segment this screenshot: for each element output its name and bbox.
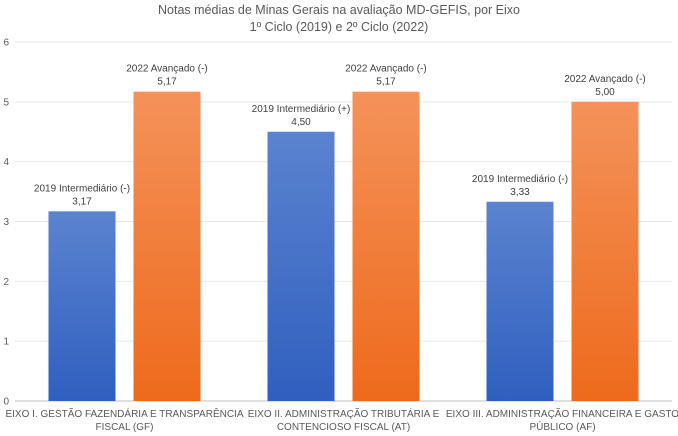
y-tick-label: 4 [3, 157, 9, 168]
y-tick-label: 3 [3, 217, 9, 228]
bar-series2-cat1 [133, 91, 201, 401]
x-category-label: CONTENCIOSO FISCAL (AT) [277, 422, 410, 433]
bar-series1-cat2 [267, 131, 335, 401]
bar-value-label: 5,17 [157, 77, 177, 88]
bar-level-label: 2022 Avançado (-) [126, 64, 208, 75]
x-category-label: EIXO II. ADMINISTRAÇÃO TRIBUTÁRIA E [248, 407, 440, 420]
bar-series2-cat2 [352, 91, 420, 401]
bar-level-label: 2019 Intermediário (-) [472, 174, 568, 185]
y-tick-label: 6 [3, 38, 9, 49]
bar-level-label: 2022 Avançado (-) [564, 74, 646, 85]
grid-lines [15, 41, 672, 402]
bar-value-label: 3,33 [510, 187, 530, 198]
chart-title-line-1: Notas médias de Minas Gerais na avaliaçã… [158, 3, 520, 17]
bar-level-label: 2019 Intermediário (+) [252, 104, 351, 115]
y-axis-ticks: 0 1 2 3 4 5 6 [3, 38, 9, 408]
x-category-label: FISCAL (GF) [96, 422, 154, 433]
x-axis-categories: EIXO I. GESTÃO FAZENDÁRIA E TRANSPARÊNCI… [5, 407, 678, 433]
chart-title-line-2: 1º Ciclo (2019) e 2º Ciclo (2022) [250, 20, 429, 34]
bar-series1-cat3 [486, 201, 554, 401]
bar-series1-cat1 [48, 211, 116, 401]
bar-level-label: 2019 Intermediário (-) [34, 183, 130, 194]
chart-title: Notas médias de Minas Gerais na avaliaçã… [158, 3, 520, 34]
bar-value-label: 3,17 [72, 196, 92, 207]
y-tick-label: 5 [3, 97, 9, 108]
y-tick-label: 1 [3, 337, 9, 348]
y-tick-label: 0 [3, 397, 9, 408]
bars [48, 91, 639, 401]
x-category-label: EIXO III. ADMINISTRAÇÃO FINANCEIRA E GAS… [446, 407, 678, 420]
data-labels: 2019 Intermediário (-) 3,17 2022 Avançado … [34, 64, 646, 208]
bar-level-label: 2022 Avançado (-) [345, 64, 427, 75]
bar-value-label: 5,17 [376, 77, 396, 88]
bar-series2-cat3 [571, 101, 639, 401]
x-category-label: EIXO I. GESTÃO FAZENDÁRIA E TRANSPARÊNCI… [5, 407, 243, 420]
y-tick-label: 2 [3, 277, 9, 288]
x-category-label: PÚBLICO (AF) [529, 420, 595, 433]
bar-value-label: 5,00 [595, 87, 615, 98]
bar-value-label: 4,50 [291, 117, 311, 128]
